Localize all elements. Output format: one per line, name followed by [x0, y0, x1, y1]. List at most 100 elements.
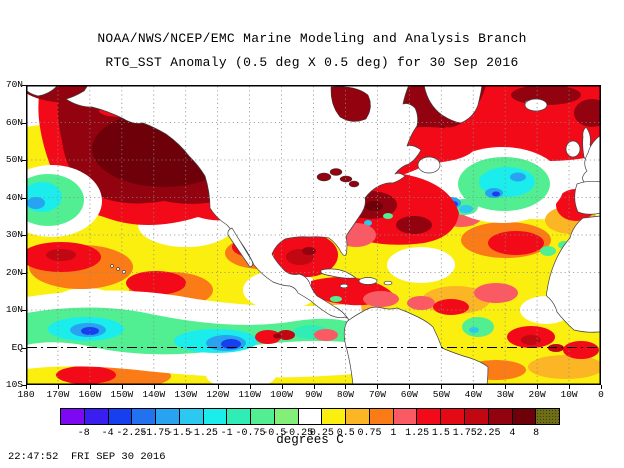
x-axis-tick-mark	[153, 385, 155, 389]
x-axis-tick-label: 20W	[528, 389, 546, 400]
colorbar-boundary-label: -1.75	[140, 428, 171, 439]
colorbar-boundary-label: -4	[101, 428, 114, 439]
colorbar-swatch	[155, 408, 180, 425]
colorbar-swatch	[440, 408, 466, 425]
colorbar-swatch	[321, 408, 347, 425]
y-axis-tick-label: 60N	[5, 116, 23, 128]
x-axis-tick-label: 100W	[270, 389, 293, 400]
x-axis-tick-label: 110W	[238, 389, 262, 400]
y-axis-tick-label: 20N	[5, 266, 23, 278]
y-axis-tick-label: EQ	[11, 341, 23, 353]
colorbar-boundary-label: 8	[533, 428, 540, 439]
colorbar-boundary-label: -0.5	[262, 428, 287, 439]
map-frame	[26, 85, 601, 385]
y-axis-tick-mark	[22, 272, 26, 274]
colorbar-labels: -8 -4 -2.25 -1.75 -1.5 -1.25 -1 -0.75 -0.5 -0.25 0…	[60, 428, 560, 440]
x-axis-tick-label: 150W	[110, 389, 134, 400]
figure-title-line2: RTG_SST Anomaly (0.5 deg X 0.5 deg) for …	[105, 55, 519, 70]
x-axis-tick-label: 160W	[78, 389, 102, 400]
x-axis-tick-label: 180	[17, 389, 35, 400]
colorbar-swatch	[202, 408, 228, 425]
colorbar-swatch	[368, 408, 394, 425]
y-axis-tick-mark	[22, 385, 26, 386]
y-axis-tick-label: 10S	[5, 379, 23, 390]
colorbar-swatch	[464, 408, 489, 425]
colorbar-swatch	[83, 408, 109, 425]
y-axis-tick-label: 30N	[5, 229, 23, 240]
x-axis-tick-label: 140W	[142, 389, 166, 400]
colorbar-boundary-label: -2.25	[116, 428, 147, 439]
colorbar-swatch	[178, 408, 204, 425]
x-axis-tick-label: 170W	[46, 389, 70, 400]
colorbar-boundary-label: 0.5	[336, 428, 355, 439]
colorbar-swatch	[487, 408, 513, 425]
colorbar-boundary-label: 1.75	[452, 428, 477, 439]
x-axis-tick-label: 0	[598, 389, 604, 400]
y-axis-tick-mark	[22, 160, 26, 161]
x-axis-tick-mark	[345, 385, 347, 389]
y-axis-tick-mark	[22, 85, 26, 86]
colorbar-boundary-label: 0.25	[309, 428, 334, 439]
x-axis-tick-label: 90W	[304, 389, 323, 400]
x-axis-tick-label: 30W	[496, 389, 514, 400]
colorbar-swatch	[226, 408, 252, 425]
colorbar-swatch	[535, 408, 561, 425]
y-axis-tick-label: 10N	[5, 304, 23, 315]
colorbar-boundary-label: -8	[77, 428, 90, 439]
x-axis-tick-mark	[57, 385, 59, 389]
y-axis-tick-label: 70N	[5, 79, 23, 90]
x-axis-tick-mark	[217, 385, 219, 389]
y-axis-tick-mark	[22, 235, 26, 236]
colorbar-boundary-label: -1.25	[187, 428, 218, 439]
x-axis-tick-mark	[569, 385, 571, 389]
colorbar-boundary-label: -0.75	[235, 428, 266, 439]
x-axis-tick-mark	[313, 385, 315, 389]
x-axis-tick-mark	[601, 385, 602, 389]
map-svg	[26, 85, 601, 385]
x-axis-tick-label: 130W	[174, 389, 198, 400]
colorbar-boundary-label: 1	[390, 428, 397, 439]
colorbar-boundary-label: 0.75	[357, 428, 382, 439]
x-axis-tick-mark	[185, 385, 187, 389]
x-axis-tick-label: 80W	[336, 389, 354, 400]
x-axis-tick-label: 60W	[400, 389, 418, 400]
colorbar-swatch	[250, 408, 275, 425]
colorbar-boundary-label: 4	[509, 428, 516, 439]
x-axis-tick-mark	[505, 385, 507, 389]
x-axis-tick-label: 40W	[464, 389, 482, 400]
x-axis-tick-label: 70W	[368, 389, 386, 400]
x-axis-tick-mark	[537, 385, 539, 389]
y-axis-tick-mark	[22, 197, 26, 199]
x-axis-tick-label: 120W	[206, 389, 230, 400]
x-axis-tick-mark	[26, 385, 27, 389]
x-axis-tick-mark	[121, 385, 123, 389]
colorbar-boundary-label: 1.5	[431, 428, 450, 439]
y-axis-tick-mark	[22, 310, 26, 311]
y-axis-tick-mark	[22, 347, 26, 349]
colorbar-swatch	[416, 408, 442, 425]
x-axis-tick-label: 50W	[432, 389, 450, 400]
x-axis-tick-mark	[281, 385, 283, 389]
colorbar-swatch	[60, 408, 85, 425]
colorbar-boundary-label: 2.25	[476, 428, 501, 439]
y-axis-tick-label: 50N	[5, 154, 23, 165]
colorbar-swatch	[511, 408, 537, 425]
colorbar-swatch	[297, 408, 323, 425]
x-axis-tick-mark	[249, 385, 251, 389]
x-axis-tick-mark	[473, 385, 475, 389]
colorbar-swatch	[131, 408, 157, 425]
x-axis-tick-mark	[89, 385, 91, 389]
x-axis-tick-label: 10W	[560, 389, 578, 400]
colorbar-boundary-label: -1	[220, 428, 233, 439]
colorbar-boundary-label: 1.25	[405, 428, 430, 439]
colorbar-swatch	[392, 408, 418, 425]
x-axis-tick-mark	[441, 385, 443, 389]
x-axis-tick-mark	[377, 385, 379, 389]
generation-timestamp: 22:47:52 FRI SEP 30 2016	[8, 451, 166, 463]
colorbar-units-label: degrees C	[276, 433, 344, 447]
colorbar-boundary-label: -0.25	[283, 428, 314, 439]
figure-title-line1: NOAA/NWS/NCEP/EMC Marine Modeling and An…	[97, 31, 527, 46]
colorbar-swatch	[345, 408, 370, 425]
x-axis-tick-mark	[409, 385, 411, 389]
